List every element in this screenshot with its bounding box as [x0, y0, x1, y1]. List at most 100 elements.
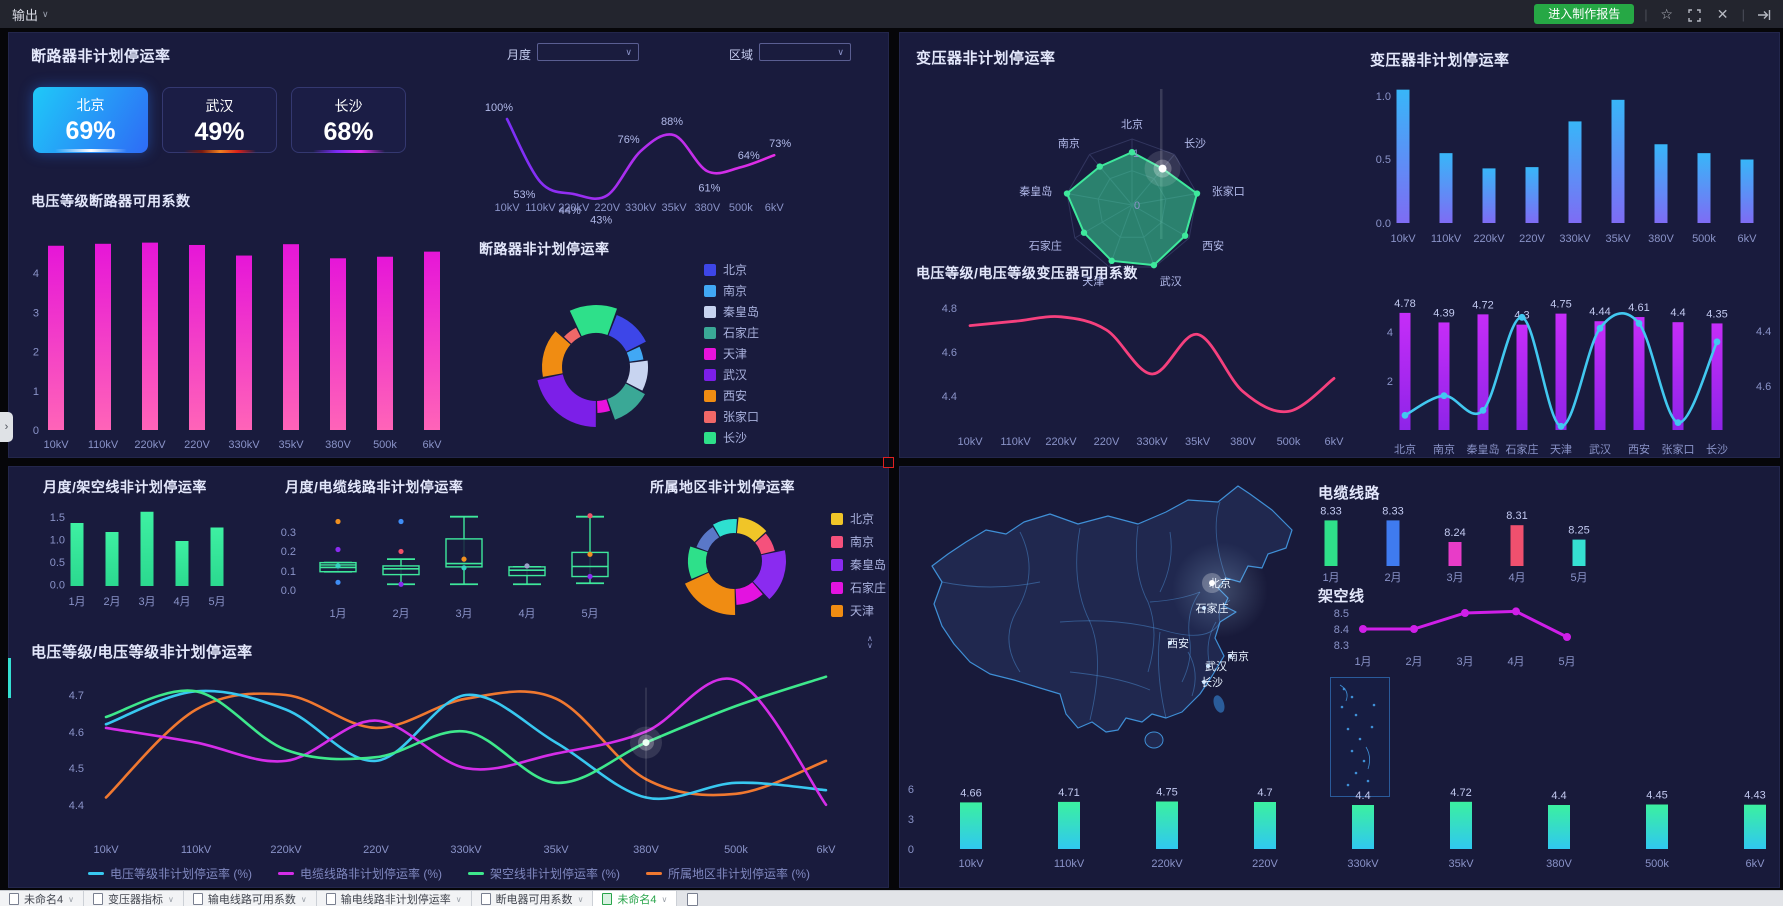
legend-item[interactable]: 天津 — [831, 599, 886, 622]
legend-item[interactable]: 北京 — [831, 507, 886, 530]
svg-text:4月: 4月 — [518, 608, 535, 620]
legend-item[interactable]: 电缆线路非计划停运率 (%) — [278, 865, 442, 882]
make-report-button[interactable]: 进入制作报告 — [1534, 4, 1635, 24]
sheet-tab[interactable]: 输电线路非计划停运率 ∨ — [316, 891, 472, 906]
svg-text:北京: 北京 — [1209, 576, 1231, 590]
svg-text:4.75: 4.75 — [1156, 787, 1177, 799]
south-china-sea-inset — [1330, 677, 1390, 797]
chevron-down-icon[interactable]: ∨ — [300, 894, 307, 904]
voltage-multiline-title: 电压等级/电压等级非计划停运率 — [31, 644, 253, 661]
chevron-down-icon[interactable]: ∨ — [577, 894, 584, 904]
region-filter-label: 区域 — [729, 48, 754, 62]
legend-swatch — [704, 263, 716, 276]
exit-icon[interactable] — [1755, 0, 1773, 28]
legend-item[interactable]: 长沙 — [704, 427, 759, 448]
sheet-tab-active[interactable]: 未命名4 ∨ — [593, 891, 678, 906]
svg-text:1.0: 1.0 — [1376, 91, 1391, 103]
sheet-tab[interactable]: 输电线路可用系数 ∨ — [183, 891, 317, 906]
svg-text:73%: 73% — [769, 138, 791, 150]
chevron-down-icon[interactable]: ∨ — [661, 894, 668, 904]
chevron-down-icon[interactable]: ∨ — [455, 894, 462, 904]
sheet-icon — [9, 893, 19, 905]
stat-card-changsha[interactable]: 长沙 68% — [291, 87, 406, 153]
svg-text:0.5: 0.5 — [1376, 154, 1391, 166]
svg-text:10kV: 10kV — [93, 844, 119, 856]
svg-text:4.44: 4.44 — [1589, 306, 1610, 318]
sheet-tab[interactable]: 变压器指标 ∨ — [83, 891, 184, 906]
legend-item[interactable]: 天津 — [704, 343, 759, 364]
china-map[interactable]: 北京石家庄西安南京武汉长沙 — [920, 472, 1340, 802]
legend-item[interactable]: 架空线非计划停运率 (%) — [468, 865, 620, 882]
breaker-title: 断路器非计划停运率 — [31, 48, 171, 65]
new-sheet-button[interactable] — [677, 891, 708, 906]
svg-text:2月: 2月 — [1384, 572, 1401, 584]
legend-item[interactable]: 南京 — [831, 530, 886, 553]
collapse-panel-handle[interactable]: › — [0, 412, 13, 442]
svg-text:0.0: 0.0 — [1376, 218, 1391, 230]
transformer-bar-chart: 1.0 0.5 0.0 10kV 110kV 220kV 220V 330kV 35kV 380V… — [1376, 89, 1757, 245]
close-icon[interactable]: ✕ — [1716, 6, 1729, 22]
stat-card-value: 69% — [65, 117, 116, 145]
stat-card-wuhan[interactable]: 武汉 49% — [162, 87, 277, 153]
svg-text:110kV: 110kV — [181, 844, 212, 856]
svg-text:3月: 3月 — [455, 608, 472, 620]
legend-item[interactable]: 张家口 — [704, 406, 759, 427]
legend-item[interactable]: 电压等级非计划停运率 (%) — [88, 865, 252, 882]
legend-item[interactable]: 秦皇岛 — [704, 301, 759, 322]
svg-text:43%: 43% — [590, 214, 612, 226]
svg-text:张家口: 张家口 — [1212, 184, 1245, 198]
svg-text:380V: 380V — [1648, 233, 1674, 245]
svg-text:110kV: 110kV — [1000, 436, 1031, 448]
legend-label: 石家庄 — [723, 326, 760, 340]
svg-text:8.3: 8.3 — [1334, 640, 1349, 652]
svg-text:西安: 西安 — [1202, 239, 1224, 253]
svg-text:330kV: 330kV — [625, 202, 657, 214]
output-menu[interactable]: 输出 ∨ — [12, 5, 49, 24]
cable-line-title: 电缆线路 — [1318, 485, 1381, 502]
chevron-down-icon[interactable]: ∨ — [167, 894, 174, 904]
star-icon[interactable]: ☆ — [1660, 6, 1673, 22]
legend-item[interactable]: 北京 — [704, 259, 759, 280]
fullscreen-icon[interactable] — [1686, 0, 1704, 28]
legend-swatch — [646, 872, 662, 875]
svg-text:6kV: 6kV — [1325, 436, 1345, 448]
legend-swatch — [831, 604, 843, 617]
month-filter-select[interactable]: ∨ — [537, 43, 639, 61]
legend-item[interactable]: 武汉 — [704, 364, 759, 385]
svg-text:4.4: 4.4 — [1551, 790, 1566, 802]
svg-text:4月: 4月 — [1507, 656, 1524, 668]
sheet-icon — [192, 893, 203, 905]
legend-item[interactable]: 秦皇岛 — [831, 553, 886, 576]
region-filter-select[interactable]: ∨ — [759, 43, 851, 61]
legend-label: 秦皇岛 — [850, 558, 887, 572]
svg-text:0.1: 0.1 — [281, 566, 296, 578]
svg-text:西安: 西安 — [1167, 636, 1189, 650]
transformer-radar-title: 变压器非计划停运率 — [916, 50, 1056, 67]
svg-text:6kV: 6kV — [423, 439, 443, 451]
sheet-tab[interactable]: 断电器可用系数 ∨ — [471, 891, 594, 906]
sheet-tab-label: 输电线路非计划停运率 — [340, 894, 451, 906]
breaker-donut-legend: 北京 南京 秦皇岛石家庄天津 武汉 西安 张家口 长沙 — [704, 259, 759, 448]
svg-text:0: 0 — [33, 425, 39, 437]
sheet-tab[interactable]: 未命名4 ∨ — [0, 891, 84, 906]
svg-text:35kV: 35kV — [543, 844, 569, 856]
legend-item[interactable]: 所属地区非计划停运率 (%) — [646, 865, 810, 882]
legend-item[interactable]: 南京 — [704, 280, 759, 301]
svg-text:8.4: 8.4 — [1334, 624, 1349, 636]
resize-handle[interactable] — [883, 457, 894, 468]
chevron-down-icon[interactable]: ∨ — [68, 894, 74, 904]
legend-item[interactable]: 西安 — [704, 385, 759, 406]
legend-scroll-buttons[interactable]: ∧ ∨ — [867, 634, 873, 650]
svg-text:330kV: 330kV — [1136, 436, 1168, 448]
legend-item[interactable]: 石家庄 — [831, 576, 886, 599]
svg-text:5月: 5月 — [1558, 656, 1575, 668]
breaker-bar-title: 电压等级断路器可用系数 — [31, 193, 191, 209]
svg-text:4月: 4月 — [1508, 572, 1525, 584]
svg-text:1: 1 — [33, 386, 39, 398]
svg-text:44%: 44% — [559, 205, 581, 217]
legend-item[interactable]: 石家庄 — [704, 322, 759, 343]
stat-card-beijing[interactable]: 北京 69% — [33, 87, 148, 153]
svg-text:220kV: 220kV — [1151, 858, 1183, 870]
svg-text:0.0: 0.0 — [50, 580, 65, 592]
